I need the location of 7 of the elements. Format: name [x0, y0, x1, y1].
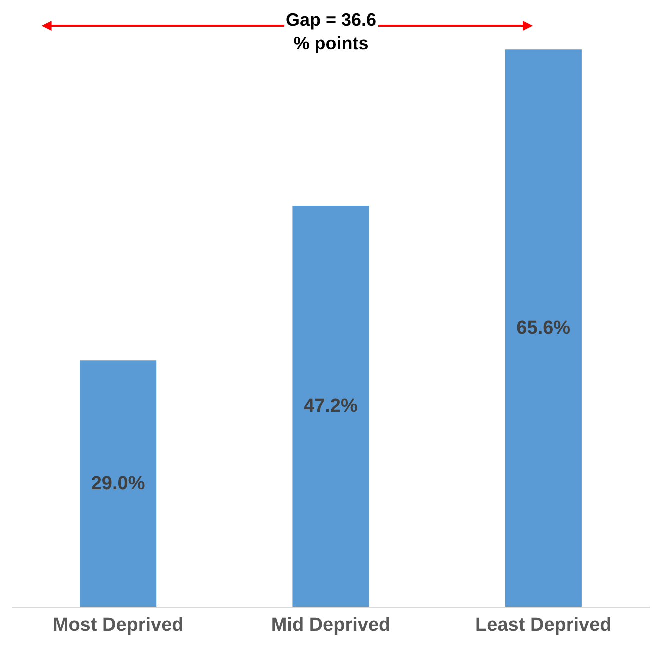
data-label: 29.0%	[91, 473, 146, 494]
data-label: 47.2%	[304, 396, 358, 417]
data-label: 65.6%	[516, 318, 571, 339]
x-tick-label: Most Deprived	[52, 614, 184, 636]
x-tick-label: Least Deprived	[476, 614, 612, 636]
annotation: Gap = 36.6 % points	[286, 10, 377, 54]
x-tick-label: Mid Deprived	[271, 614, 391, 636]
